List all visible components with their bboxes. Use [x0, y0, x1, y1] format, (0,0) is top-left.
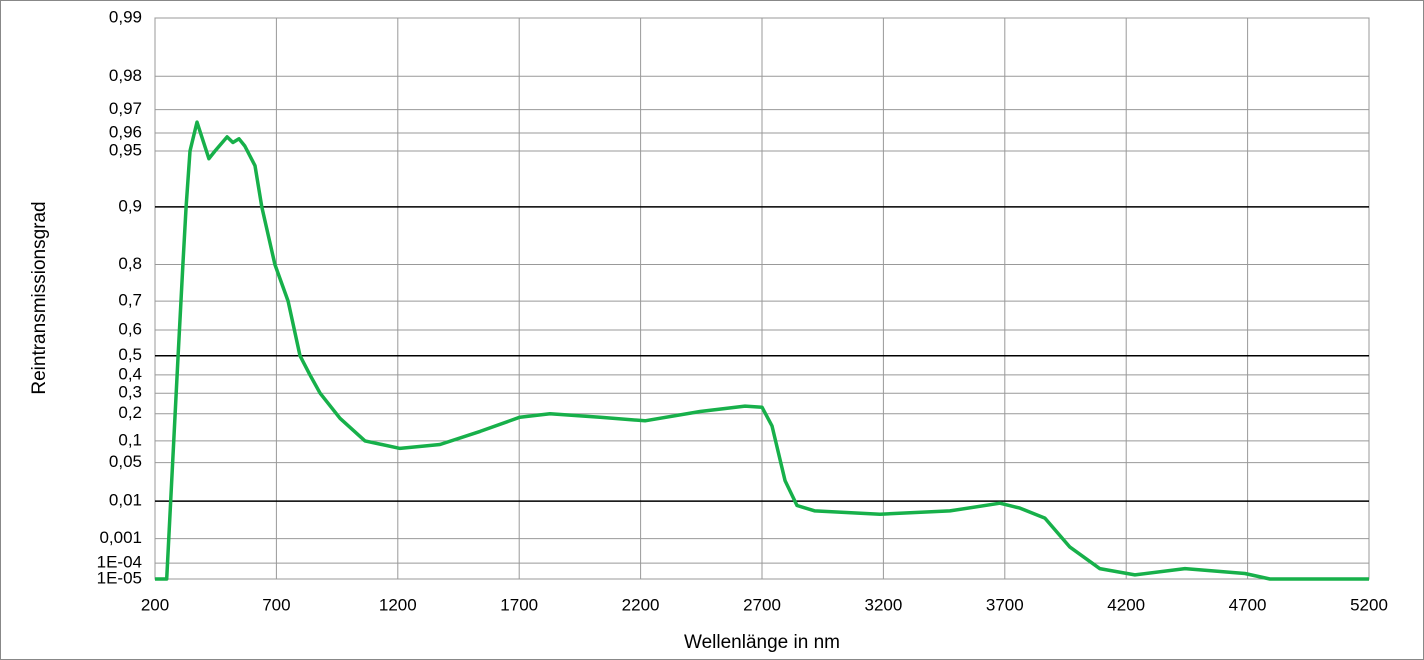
x-tick-label: 1700: [500, 595, 538, 614]
x-tick-label: 2200: [622, 595, 660, 614]
y-tick-label: 1E-04: [97, 553, 142, 572]
y-tick-label: 0,98: [109, 66, 142, 85]
y-tick-label: 0,2: [118, 403, 142, 422]
y-tick-label: 0,4: [118, 364, 142, 383]
y-tick-label: 0,8: [118, 254, 142, 273]
x-tick-label: 5200: [1350, 595, 1388, 614]
y-tick-label: 0,95: [109, 140, 142, 159]
y-tick-label: 0,05: [109, 452, 142, 471]
y-tick-label: 0,1: [118, 430, 142, 449]
y-tick-label: 0,01: [109, 491, 142, 510]
data-line: [155, 120, 1369, 581]
y-axis-label: Reintransmissionsgrad: [29, 201, 50, 394]
y-tick-label: 0,96: [109, 122, 142, 141]
x-tick-label: 2700: [743, 595, 781, 614]
x-tick-label: 4200: [1107, 595, 1145, 614]
x-tick-label: 700: [262, 595, 290, 614]
y-tick-label: 0,99: [109, 7, 142, 26]
x-tick-label: 1200: [379, 595, 417, 614]
y-tick-label: 0,9: [118, 196, 142, 215]
y-tick-label: 0,3: [118, 383, 142, 402]
x-tick-label: 3200: [864, 595, 902, 614]
y-tick-label: 0,001: [99, 528, 142, 547]
x-axis-label: Wellenlänge in nm: [684, 632, 840, 653]
y-tick-label: 1E-05: [97, 568, 142, 587]
x-tick-label: 4700: [1229, 595, 1267, 614]
y-tick-label: 0,7: [118, 291, 142, 310]
y-tick-label: 0,97: [109, 99, 142, 118]
y-tick-label: 0,5: [118, 345, 142, 364]
y-tick-label: 0,6: [118, 320, 142, 339]
x-tick-label: 200: [141, 595, 169, 614]
x-tick-label: 3700: [986, 595, 1024, 614]
